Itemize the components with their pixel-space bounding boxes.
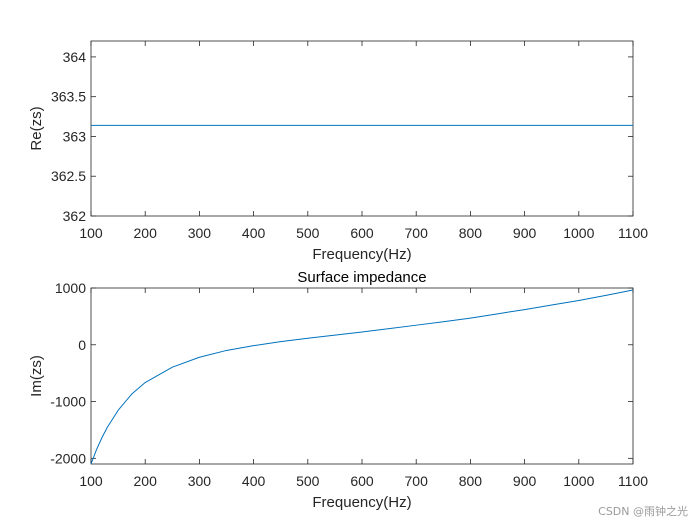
x-tick-label: 300 xyxy=(188,473,212,489)
x-tick-label: 200 xyxy=(134,473,158,489)
x-tick-label: 700 xyxy=(405,473,429,489)
series-line xyxy=(90,289,634,465)
x-tick-label: 1100 xyxy=(618,225,648,241)
y-tick-label: 362 xyxy=(63,208,87,224)
x-tick-label: 600 xyxy=(350,473,374,489)
x-tick-label: 1000 xyxy=(563,225,594,241)
x-tick-label: 300 xyxy=(188,225,212,241)
y-tick-label: -1000 xyxy=(50,394,86,410)
y-axis-label: Re(zs) xyxy=(28,106,45,150)
plot-area xyxy=(90,40,634,217)
y-tick-label: 363.5 xyxy=(51,89,86,105)
y-tick-label: 1000 xyxy=(55,280,86,296)
plot-imaginary-part: 100 200 300 400 500 600 700 800 900 1000 1100 -2000… xyxy=(28,269,648,511)
x-tick-label: 500 xyxy=(296,225,320,241)
y-axis-label: Im(zs) xyxy=(28,355,45,397)
chart-title: Surface impedance xyxy=(297,269,426,286)
x-tick-label: 1000 xyxy=(563,473,594,489)
plot-real-part: 100 200 300 400 500 600 700 800 900 1000 1100 362 36… xyxy=(28,40,648,263)
x-tick-label: 500 xyxy=(296,473,320,489)
x-tick-label: 100 xyxy=(79,473,103,489)
y-tick-label: 364 xyxy=(63,49,87,65)
x-tick-label: 700 xyxy=(405,225,429,241)
x-tick-label: 900 xyxy=(513,473,537,489)
watermark-text: CSDN @雨钟之光 xyxy=(598,505,688,518)
y-tick-label: -2000 xyxy=(50,450,86,466)
y-tick-label: 0 xyxy=(78,337,86,353)
x-tick-label: 800 xyxy=(459,473,483,489)
x-tick-label: 100 xyxy=(79,225,103,241)
x-axis-label: Frequency(Hz) xyxy=(312,246,411,263)
x-tick-label: 200 xyxy=(134,225,158,241)
x-tick-label: 800 xyxy=(459,225,483,241)
x-tick-label: 400 xyxy=(242,473,266,489)
x-tick-label: 1100 xyxy=(618,473,648,489)
x-tick-label: 600 xyxy=(350,225,374,241)
x-tick-label: 900 xyxy=(513,225,537,241)
y-tick-label: 363 xyxy=(63,128,87,144)
x-tick-label: 400 xyxy=(242,225,266,241)
y-tick-label: 362.5 xyxy=(51,168,86,184)
plot-area xyxy=(90,287,634,465)
x-axis-label: Frequency(Hz) xyxy=(312,494,411,511)
